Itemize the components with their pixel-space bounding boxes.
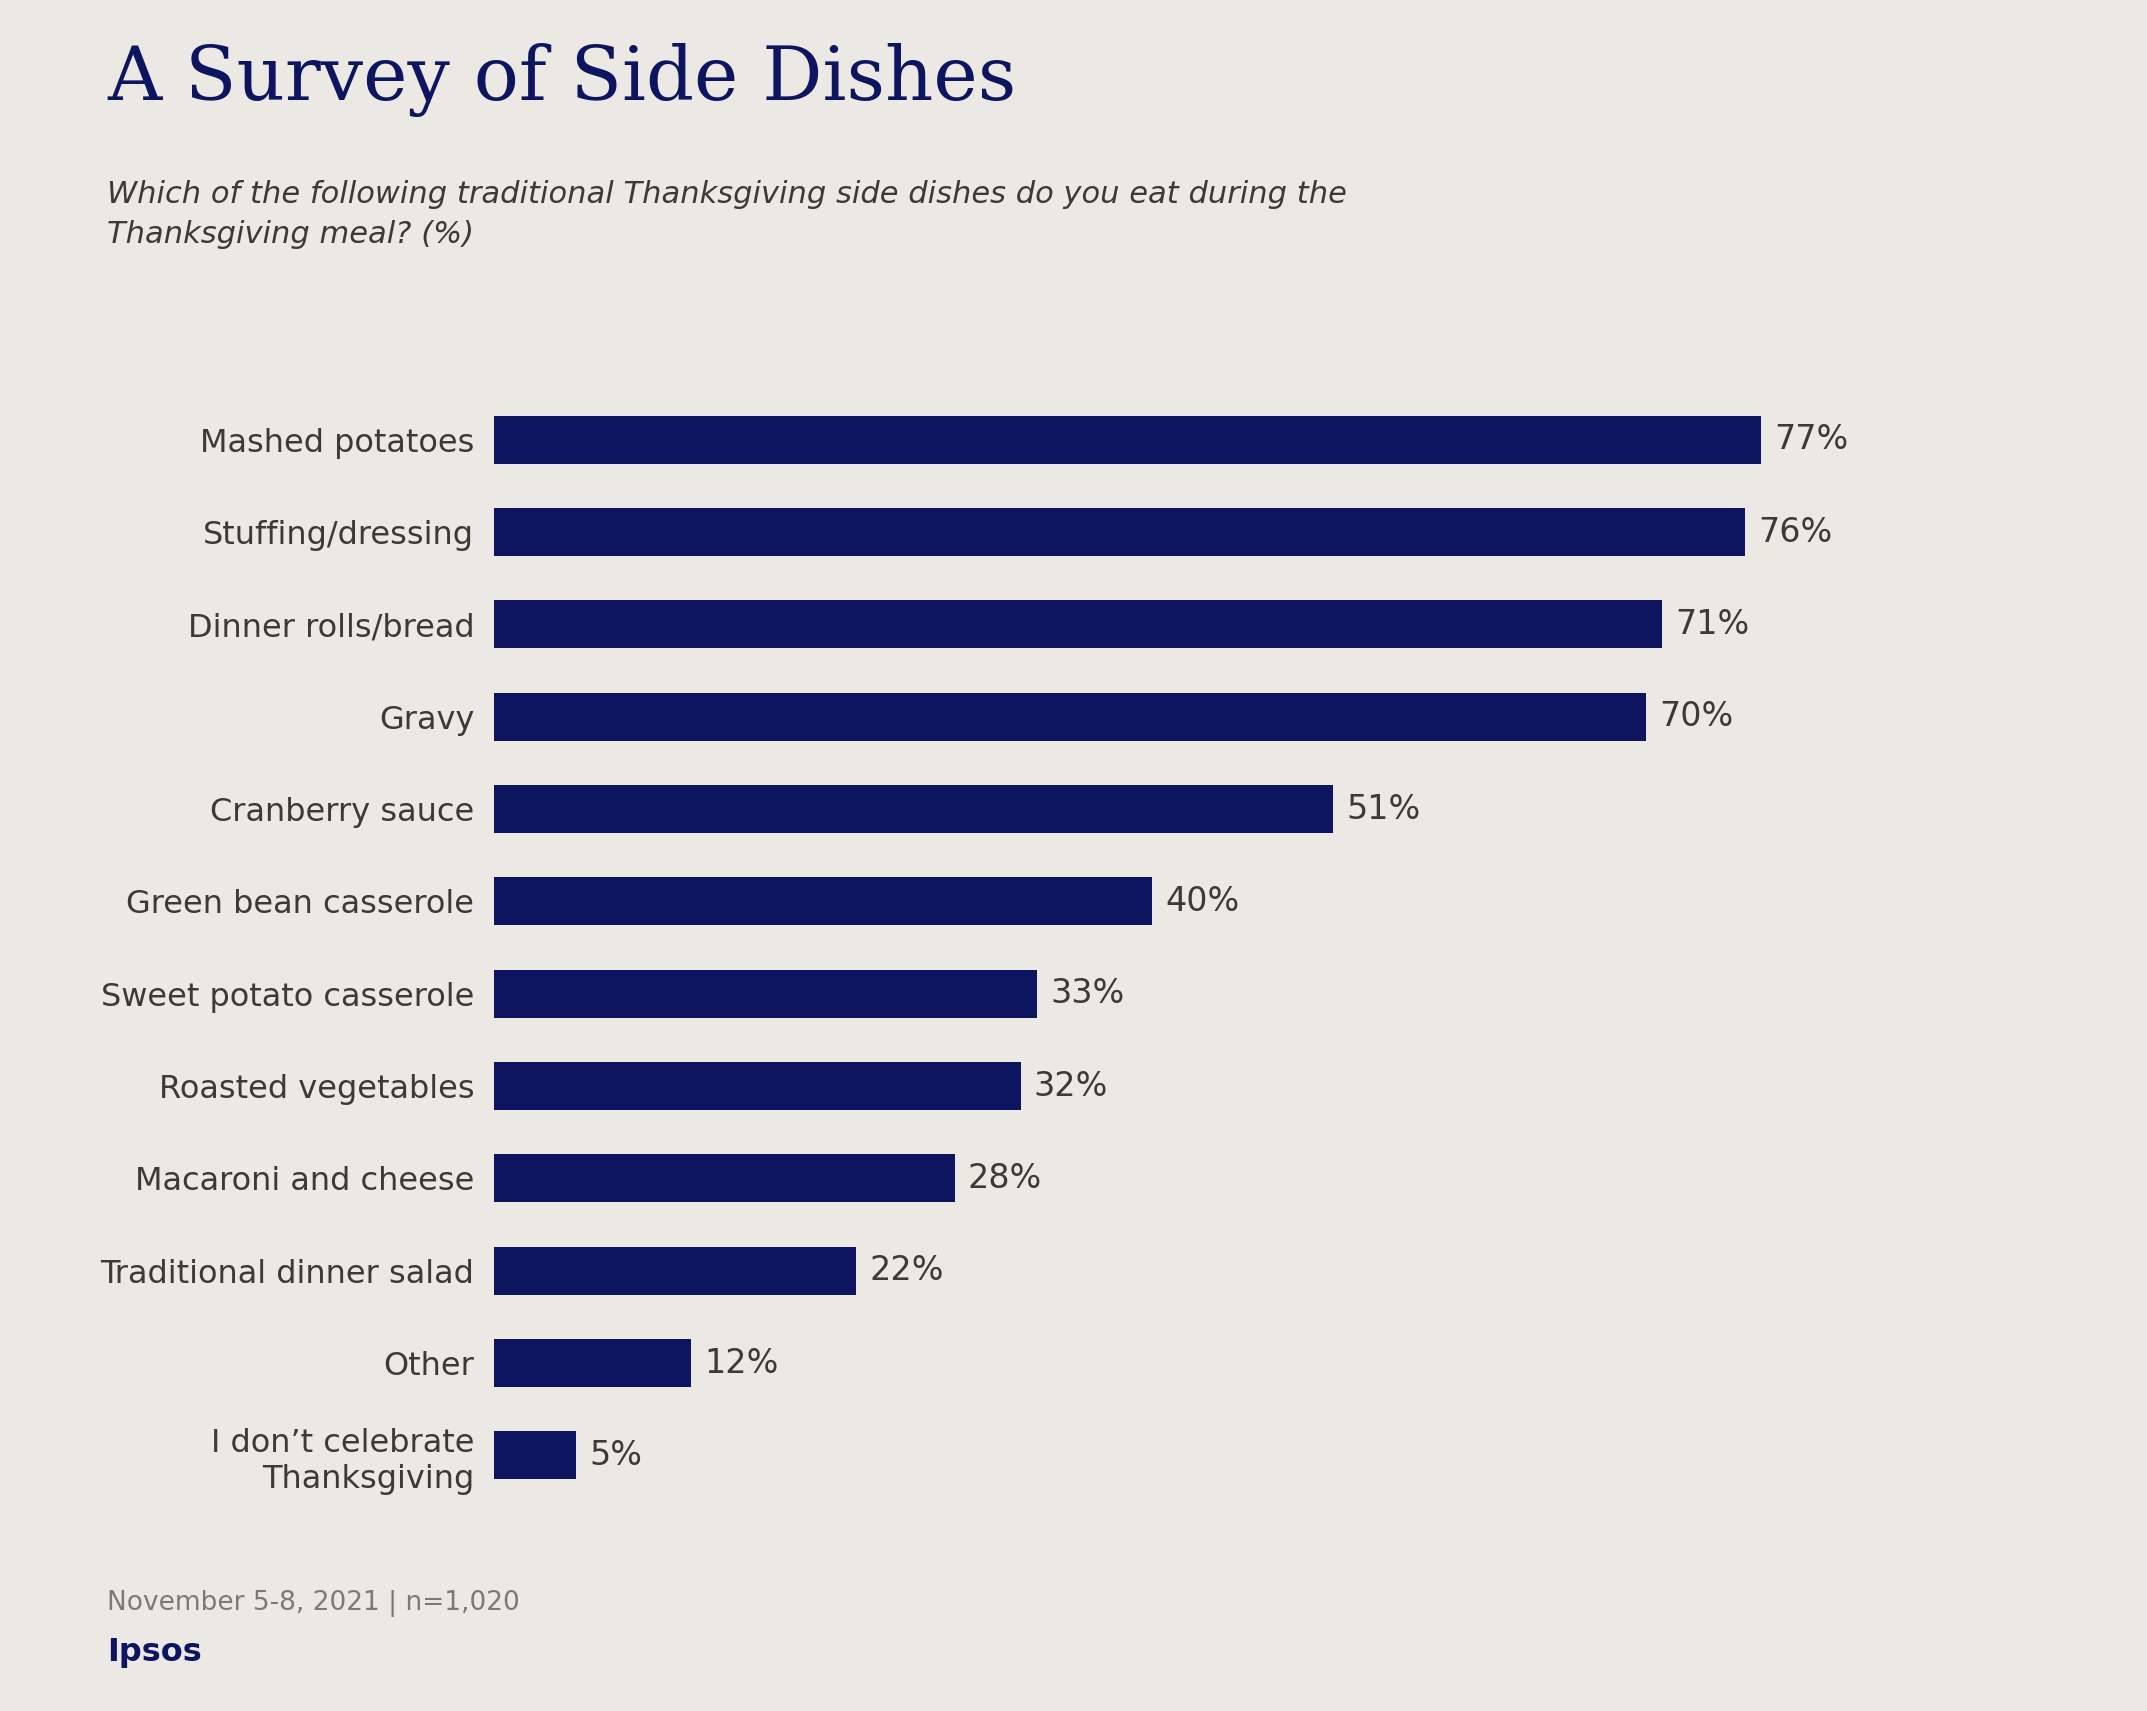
Text: 12%: 12% [704, 1347, 779, 1379]
Text: 5%: 5% [588, 1439, 642, 1471]
Text: 33%: 33% [1050, 977, 1125, 1009]
Text: Which of the following traditional Thanksgiving side dishes do you eat during th: Which of the following traditional Thank… [107, 180, 1346, 250]
Text: 51%: 51% [1346, 792, 1421, 826]
Text: 22%: 22% [870, 1254, 943, 1287]
Bar [494, 1432, 575, 1480]
Bar [494, 1340, 691, 1388]
Bar [494, 1063, 1020, 1110]
Bar [494, 878, 1153, 926]
Text: A Survey of Side Dishes: A Survey of Side Dishes [107, 43, 1016, 116]
Text: 40%: 40% [1166, 885, 1239, 917]
Text: 76%: 76% [1758, 515, 1831, 549]
Bar [494, 416, 1761, 464]
Bar [494, 1155, 955, 1203]
Bar [494, 508, 1746, 556]
Bar [494, 1247, 857, 1295]
Text: 77%: 77% [1773, 423, 1849, 457]
Text: 70%: 70% [1660, 700, 1733, 734]
Bar [494, 970, 1037, 1018]
Text: November 5-8, 2021 | n=1,020: November 5-8, 2021 | n=1,020 [107, 1590, 520, 1617]
Bar [494, 785, 1333, 833]
Bar [494, 693, 1647, 741]
Text: 32%: 32% [1033, 1069, 1108, 1102]
Text: 71%: 71% [1675, 607, 1750, 642]
Bar [494, 601, 1662, 648]
Text: 28%: 28% [968, 1162, 1041, 1194]
Text: Ipsos: Ipsos [107, 1637, 202, 1668]
